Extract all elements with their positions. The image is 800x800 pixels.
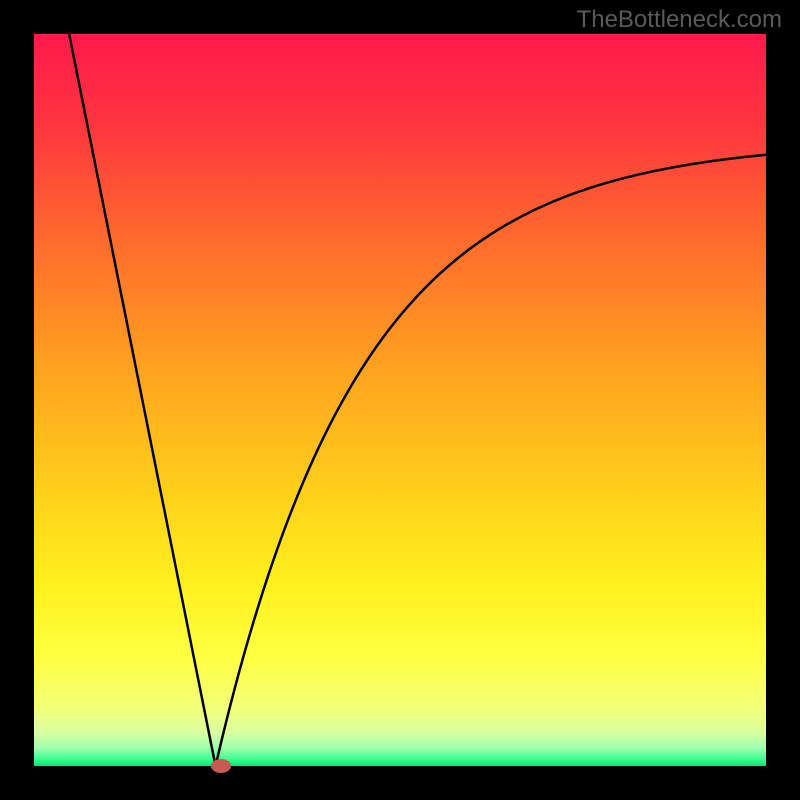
optimum-marker <box>211 759 231 773</box>
chart-frame: TheBottleneck.com <box>0 0 800 800</box>
bottleneck-curve <box>34 34 766 766</box>
plot-area <box>34 34 766 766</box>
watermark-text: TheBottleneck.com <box>577 6 782 34</box>
